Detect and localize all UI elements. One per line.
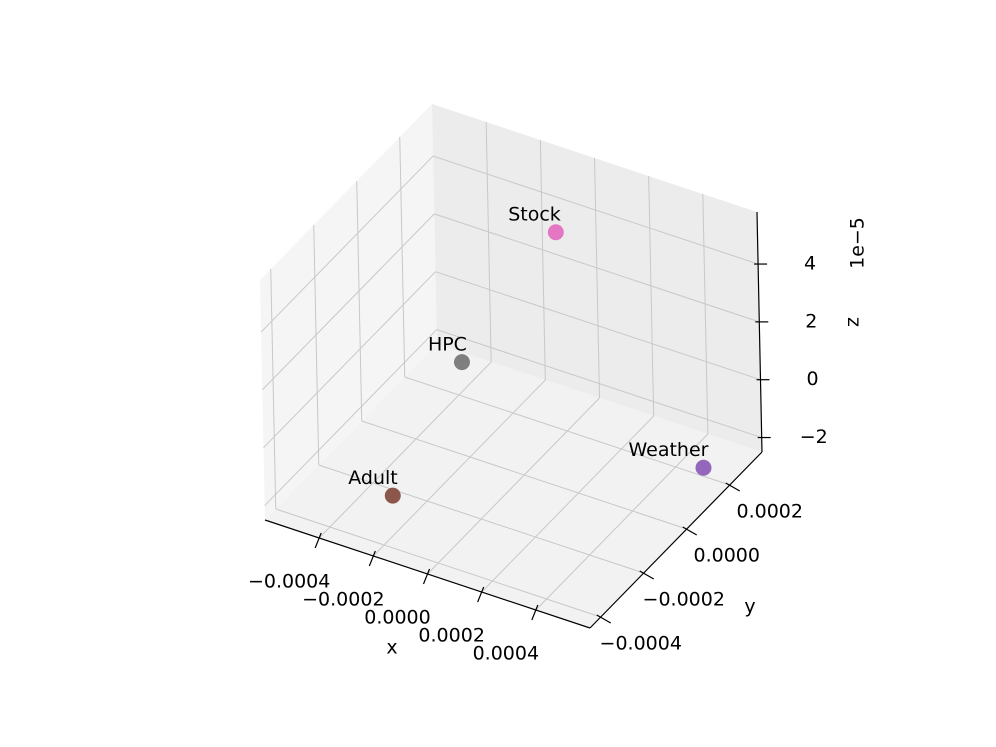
- grid-line: [427, 397, 600, 575]
- x-axis-label: x: [386, 637, 397, 659]
- tick-mark: [682, 526, 698, 536]
- grid-line: [356, 180, 363, 422]
- x-tick-label: 0.0004: [473, 643, 539, 665]
- point: [695, 459, 712, 476]
- grid-line: [260, 155, 434, 333]
- grid-line: [434, 213, 760, 323]
- grid-line: [263, 271, 436, 449]
- marks: Stock HPC Adult Weather: [348, 204, 712, 504]
- point: [453, 354, 470, 371]
- grid-line: [404, 376, 730, 486]
- tick-mark: [422, 568, 431, 585]
- tick-mark: [368, 550, 376, 567]
- z-axis-label: z: [842, 317, 864, 327]
- tick-mark: [596, 614, 612, 624]
- y-tick-label: 0.0002: [737, 501, 803, 523]
- panes: [260, 104, 762, 628]
- z-axis-line: [756, 211, 763, 453]
- grid-line: [702, 193, 709, 435]
- point-label: Stock: [508, 204, 561, 226]
- z-tick-label: 4: [804, 253, 816, 275]
- grid-line: [313, 224, 320, 466]
- tick-mark: [314, 532, 322, 549]
- point-label: HPC: [428, 334, 467, 356]
- y-tick-label: −0.0002: [643, 589, 725, 611]
- x-tick-label: 0.0000: [364, 607, 430, 629]
- z-tick-label: 2: [805, 310, 817, 332]
- grid-line: [318, 361, 492, 539]
- point-label: Weather: [628, 439, 708, 461]
- grid-line: [399, 136, 406, 378]
- y-axis-line: [589, 451, 763, 629]
- grid-line: [432, 155, 759, 265]
- y-tick-label: −0.0004: [600, 633, 682, 655]
- grid-line: [436, 329, 762, 439]
- x-tick-label: −0.0002: [302, 589, 384, 611]
- z-tick-label: −2: [800, 426, 828, 448]
- grid-line: [594, 157, 600, 399]
- x-tick-label: 0.0002: [418, 625, 484, 647]
- grid-line: [648, 175, 655, 417]
- point: [384, 487, 401, 504]
- grid-line: [275, 508, 601, 618]
- grid-line: [535, 433, 709, 611]
- grid-line: [264, 329, 438, 506]
- grid-line: [372, 379, 546, 557]
- z-offset: 1e−5: [847, 217, 869, 269]
- z-tick-label: 0: [806, 368, 818, 390]
- grid-line: [270, 268, 277, 510]
- grid: [260, 121, 762, 618]
- tick-mark: [477, 586, 485, 603]
- tick-mark: [639, 570, 655, 580]
- x-axis-line: [264, 519, 591, 629]
- grid-line: [539, 139, 546, 381]
- grid-line: [318, 464, 644, 574]
- x-tick-label: −0.0004: [248, 571, 330, 593]
- tick-mark: [531, 604, 539, 621]
- point-label: Adult: [348, 467, 398, 489]
- grid-line: [261, 213, 435, 391]
- tick-mark: [725, 482, 741, 492]
- grid-line: [361, 420, 687, 530]
- grid-line: [481, 415, 655, 593]
- grid-line: [435, 271, 761, 381]
- grid-line: [485, 121, 492, 363]
- y-tick-label: 0.0000: [694, 545, 760, 567]
- point: [547, 224, 564, 241]
- left-pane: [260, 104, 437, 520]
- y-axis-label: y: [744, 596, 755, 618]
